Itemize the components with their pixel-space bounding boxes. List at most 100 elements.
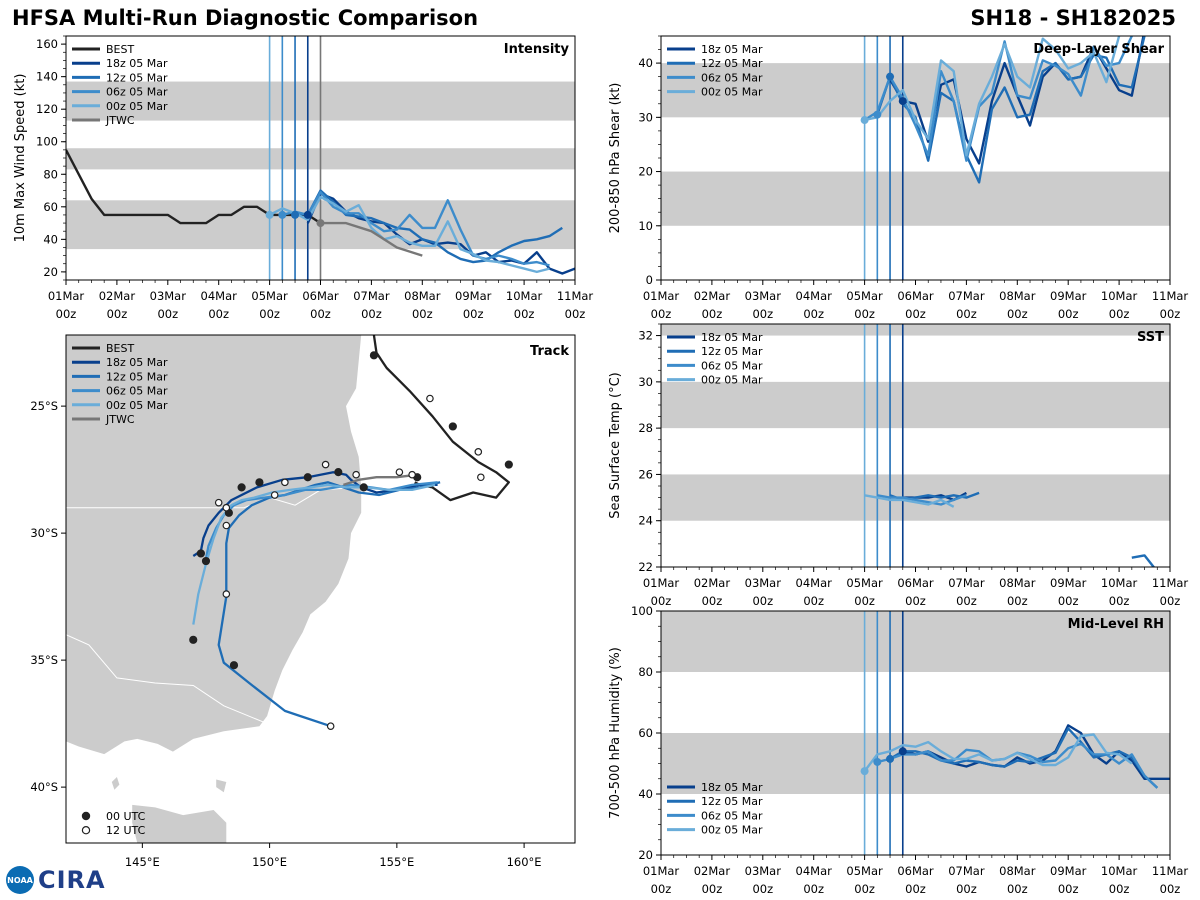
x-tick-label-date: 05Mar [846, 576, 883, 590]
y-tick-label: 60 [638, 726, 653, 740]
legend-label: 00z 05 Mar [106, 399, 168, 412]
init-marker [316, 219, 325, 228]
x-tick-label-date: 06Mar [302, 289, 339, 303]
y-tick-label: 120 [36, 102, 58, 116]
legend-label: 12z 05 Mar [106, 370, 168, 383]
threshold-band [661, 733, 1170, 794]
x-tick-label-hour: 00z [1109, 594, 1130, 608]
y-tick-label: 0 [646, 273, 653, 287]
x-tick-label-date: 08Mar [999, 864, 1036, 878]
x-tick-label-hour: 00z [803, 594, 824, 608]
lon-tick-label: 145°E [125, 855, 160, 869]
init-marker [886, 72, 895, 81]
x-tick-label-hour: 00z [651, 307, 672, 321]
y-tick-label: 22 [638, 560, 653, 574]
x-tick-label-hour: 00z [310, 307, 331, 321]
x-tick-label-hour: 00z [514, 307, 535, 321]
panel-intensity: 20 40 60 80 100 120 140 160 01Mar 00z 02Mar 00z 03Ma… [13, 35, 594, 321]
panel-title: SST [1137, 330, 1164, 345]
x-tick-label-date: 07Mar [948, 576, 985, 590]
panel-shear: 0 10 20 30 40 01Mar 00z 02Mar 00z 03Mar 00z 04Mar 00… [608, 35, 1188, 321]
x-tick-label-date: 11Mar [1152, 864, 1189, 878]
x-tick-label-hour: 00z [803, 882, 824, 896]
plot-area-shear [661, 36, 1170, 280]
x-tick-label-date: 11Mar [557, 289, 594, 303]
track-point-00utc [237, 483, 246, 492]
y-tick-label: 100 [36, 135, 58, 149]
x-tick-label-hour: 00z [752, 594, 773, 608]
y-tick-label: 40 [638, 787, 653, 801]
x-tick-label-date: 04Mar [796, 864, 833, 878]
y-tick-label: 20 [43, 265, 58, 279]
x-tick-label-date: 09Mar [1050, 864, 1087, 878]
x-tick-label-date: 10Mar [506, 289, 543, 303]
x-tick-label-date: 06Mar [897, 864, 934, 878]
y-tick-label: 32 [638, 329, 653, 343]
island-landmass [216, 779, 227, 793]
x-tick-label-hour: 00z [1007, 882, 1028, 896]
init-marker [860, 116, 869, 125]
tasmania-landmass [132, 804, 227, 843]
lat-tick-label: 35°S [30, 653, 58, 667]
track-point-12utc [270, 491, 279, 499]
threshold-band [661, 611, 1170, 672]
track-point-00utc [448, 422, 457, 431]
y-axis-label: 200-850 hPa Shear (kt) [608, 83, 623, 234]
x-tick-label-hour: 00z [1058, 882, 1079, 896]
y-tick-label: 80 [43, 167, 58, 181]
legend-label: 00z 05 Mar [106, 100, 168, 113]
track-point-12utc [222, 521, 231, 530]
track-point-12utc [426, 394, 434, 403]
x-tick-label-date: 03Mar [745, 576, 782, 590]
track-point-12utc [477, 473, 485, 482]
cira-logo: NOAA CIRA [6, 866, 106, 894]
x-tick-label-date: 05Mar [846, 289, 883, 303]
threshold-band [661, 63, 1170, 118]
legend-label: 06z 05 Mar [106, 385, 168, 398]
panel-title: Deep-Layer Shear [1033, 42, 1164, 57]
series-line-JTWC [320, 221, 423, 257]
x-tick-label-hour: 00z [905, 882, 926, 896]
x-tick-label-date: 06Mar [897, 289, 934, 303]
x-tick-label-hour: 00z [412, 307, 433, 321]
y-tick-label: 30 [638, 110, 653, 124]
x-tick-label-date: 04Mar [796, 576, 833, 590]
y-axis-label: Sea Surface Temp (°C) [608, 372, 623, 519]
threshold-band [661, 324, 1170, 336]
y-tick-label: 10 [638, 219, 653, 233]
legend-label: 12z 05 Mar [701, 795, 763, 808]
legend-label: 00z 05 Mar [701, 374, 763, 387]
lon-tick-label: 160°E [507, 855, 542, 869]
island-landmass [111, 777, 120, 790]
init-marker [886, 754, 895, 763]
map-area [66, 335, 513, 843]
track-point-00utc [201, 556, 211, 566]
x-tick-label-hour: 00z [1109, 882, 1130, 896]
panel-rh: 20 40 60 80 100 01Mar 00z 02Mar 00z 03Mar 00z 04Mar… [608, 604, 1188, 896]
track-point-12utc [281, 478, 289, 487]
x-tick-label-hour: 00z [208, 307, 229, 321]
x-tick-label-date: 08Mar [404, 289, 441, 303]
x-tick-label-date: 08Mar [999, 576, 1036, 590]
x-tick-label-date: 05Mar [251, 289, 288, 303]
x-tick-label-date: 10Mar [1101, 576, 1138, 590]
x-tick-label-date: 01Mar [48, 289, 85, 303]
track-point-12utc [222, 590, 231, 598]
cira-wordmark: CIRA [38, 866, 106, 894]
track-point-00utc [334, 468, 343, 477]
x-tick-label-hour: 00z [956, 882, 977, 896]
x-tick-label-date: 11Mar [1152, 576, 1189, 590]
x-tick-label-date: 09Mar [1050, 289, 1087, 303]
x-tick-label-hour: 00z [803, 307, 824, 321]
x-tick-label-hour: 00z [1058, 307, 1079, 321]
y-tick-label: 40 [638, 56, 653, 70]
threshold-band [661, 171, 1170, 226]
y-axis-label: 10m Max Wind Speed (kt) [13, 74, 28, 243]
init-marker [265, 210, 274, 219]
init-marker [873, 757, 882, 766]
series-line-r00 [863, 733, 1133, 772]
x-tick-label-hour: 00z [651, 594, 672, 608]
track-point-00utc [189, 635, 198, 644]
map-frame [65, 334, 576, 844]
track-point-12utc [222, 503, 231, 512]
